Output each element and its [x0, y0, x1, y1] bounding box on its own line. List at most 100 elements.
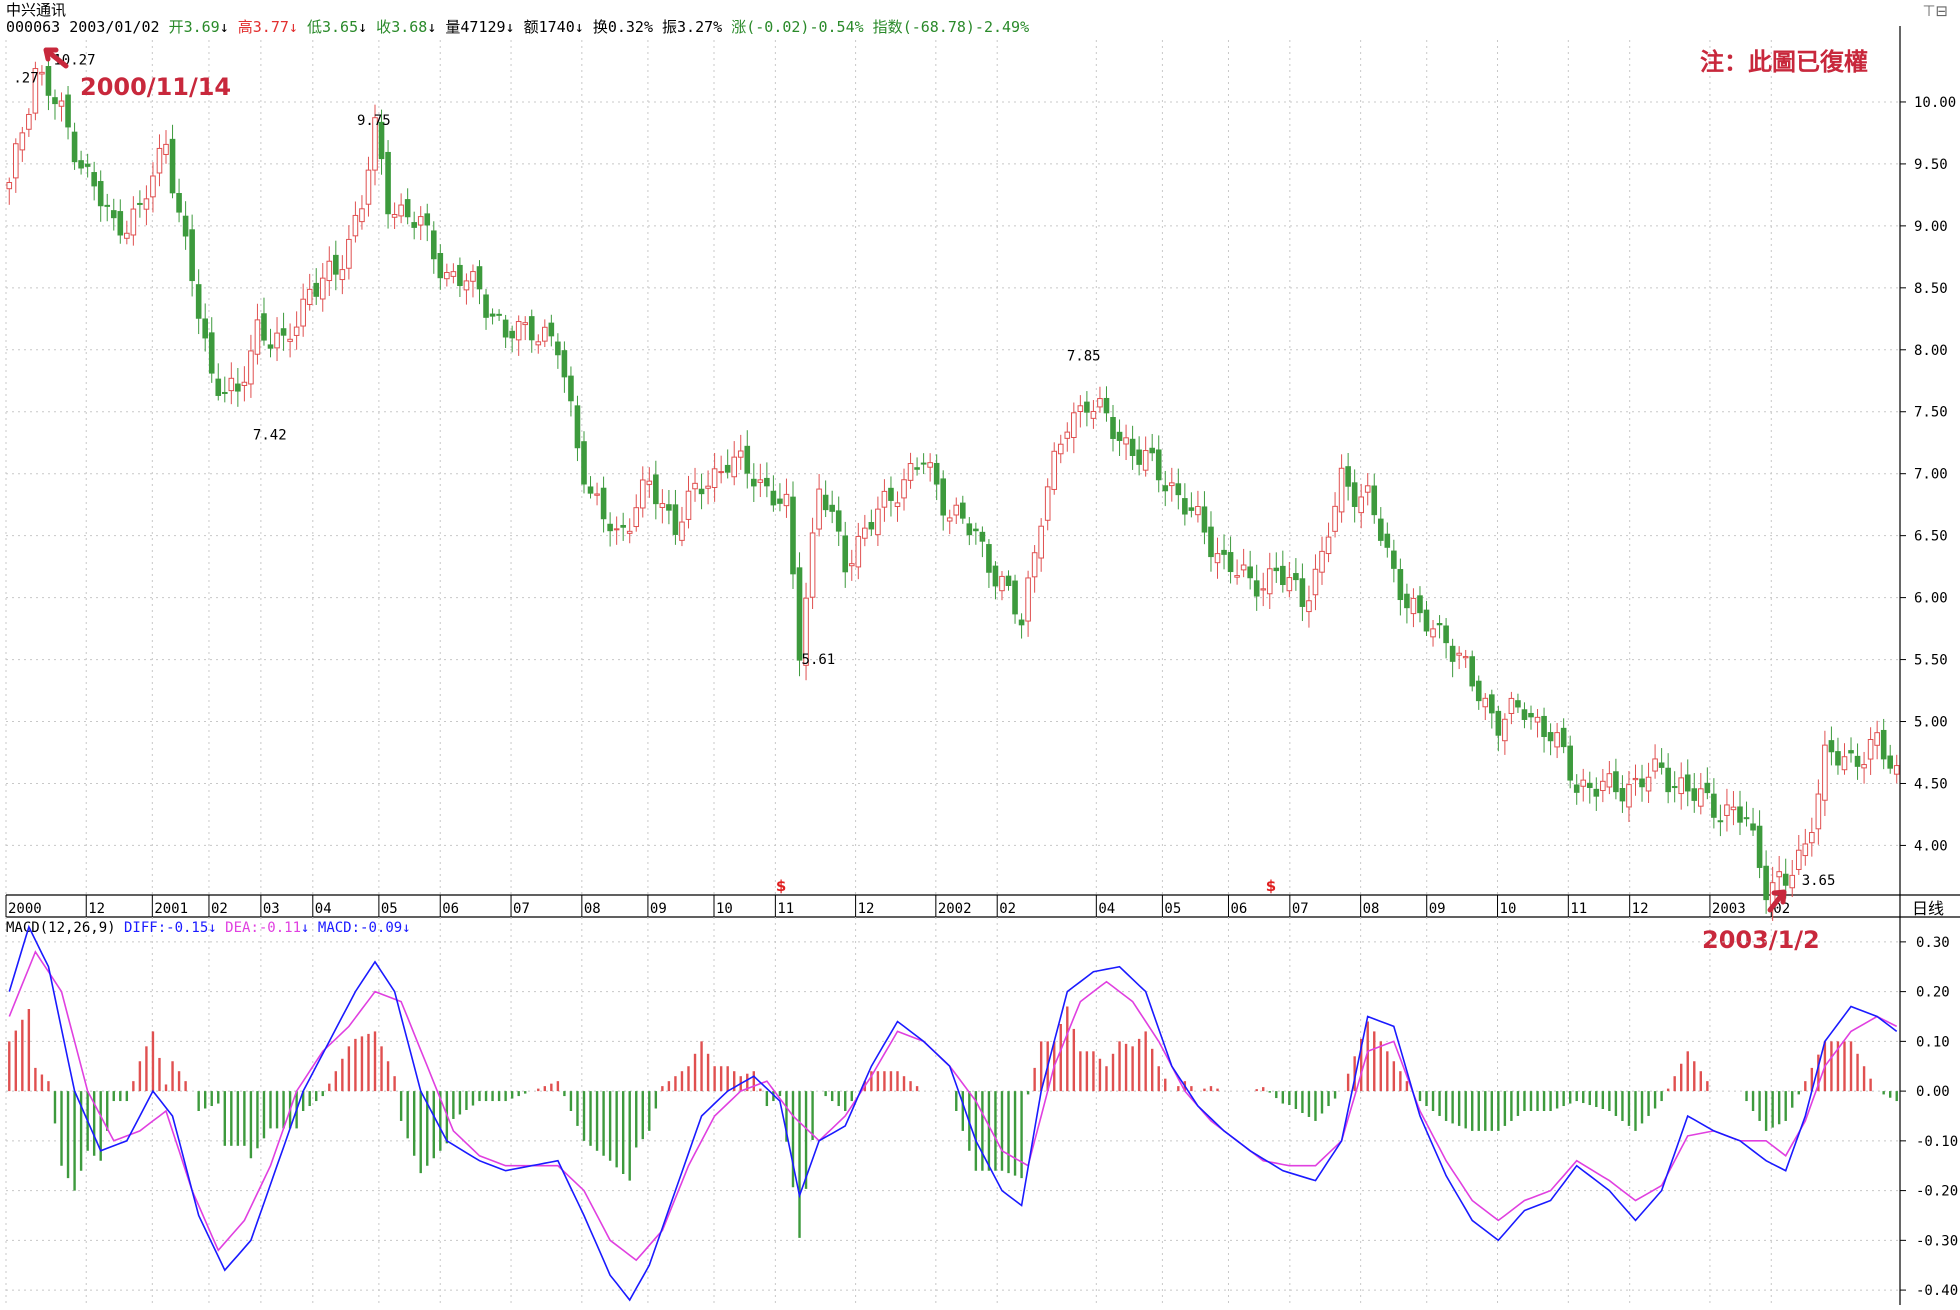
- candle-body: [1613, 771, 1619, 793]
- candle-body: [881, 490, 888, 508]
- x-tick-label: 11: [777, 901, 794, 917]
- candle-body: [1345, 466, 1351, 487]
- candle-body: [496, 313, 502, 316]
- candle-body: [52, 97, 58, 105]
- candle-body: [920, 462, 927, 465]
- candle-body: [842, 535, 849, 573]
- candle-body: [685, 490, 692, 520]
- candle-body: [796, 567, 803, 661]
- macd-header-part: ↓: [208, 920, 216, 936]
- down-arrow-icon: ↓: [288, 18, 298, 36]
- candle-body: [12, 143, 19, 179]
- candle-body: [1456, 652, 1462, 656]
- candle-body: [1528, 712, 1534, 718]
- x-tick-label: 12: [88, 901, 105, 917]
- x-tick-label: 09: [1429, 901, 1446, 917]
- amplitude-label: 振: [662, 18, 678, 36]
- candle-body: [1756, 825, 1763, 868]
- candle-body: [1351, 482, 1358, 507]
- candle-body: [346, 238, 352, 269]
- candle-body: [1371, 485, 1378, 516]
- candle-body: [1240, 564, 1247, 571]
- x-tick-label: 02: [211, 901, 228, 917]
- close-value: 3.68: [391, 18, 428, 36]
- candle-body: [1822, 744, 1828, 801]
- candle-body: [163, 143, 169, 155]
- candle-body: [901, 479, 907, 499]
- candle-body: [1423, 609, 1430, 632]
- window-controls-icon[interactable]: ⊤⊟: [1922, 2, 1948, 20]
- candle-body: [130, 208, 137, 236]
- change-label: 涨: [731, 18, 747, 36]
- down-arrow-icon: ↓: [574, 18, 584, 36]
- candle-body: [1071, 412, 1077, 438]
- candle-body: [1084, 401, 1090, 413]
- macd-tick-label: 0.00: [1916, 1084, 1950, 1100]
- candle-body: [1103, 397, 1110, 414]
- candle-body: [959, 502, 966, 519]
- candle-body: [1724, 804, 1730, 816]
- dea-line: [8, 950, 1898, 1262]
- candle-body: [489, 313, 496, 317]
- macd-header-part: MACD:-0.09: [309, 920, 402, 936]
- candle-body: [1391, 550, 1397, 569]
- candle-body: [751, 478, 757, 487]
- candle-body: [1025, 577, 1031, 622]
- candle-body: [744, 445, 751, 474]
- y-tick-label: 8.00: [1914, 343, 1948, 359]
- turnover-value: 0.32%: [607, 18, 653, 36]
- start-date-annotation: 2000/11/14: [80, 73, 231, 101]
- candle-body: [613, 528, 620, 531]
- x-tick-label: 2003: [1712, 901, 1746, 917]
- candle-body: [1064, 431, 1071, 439]
- candle-body: [1384, 533, 1391, 548]
- candle-body: [437, 253, 444, 279]
- candle-body: [19, 132, 26, 151]
- candle-body: [1658, 762, 1665, 768]
- macd-tick-label: 0.10: [1916, 1034, 1950, 1050]
- candle-body: [1123, 437, 1129, 445]
- candle-body: [1795, 849, 1802, 870]
- candle-body: [1750, 823, 1756, 831]
- candle-body: [829, 504, 835, 512]
- macd-header-part: ↓: [402, 920, 410, 936]
- candle-body: [417, 216, 424, 226]
- candle-body: [1234, 575, 1240, 578]
- candle-body: [639, 479, 646, 509]
- x-tick-label: 03: [263, 901, 280, 917]
- candle-body: [398, 204, 404, 217]
- end-arrow-icon: [1767, 889, 1787, 913]
- candle-body: [45, 66, 52, 96]
- candle-body: [1489, 694, 1495, 714]
- candle-body: [1266, 568, 1273, 595]
- candle-body: [1573, 784, 1580, 793]
- x-tick-label: 11: [1570, 901, 1587, 917]
- candle-body: [280, 328, 287, 336]
- price-extreme-label: 3.65: [1802, 873, 1836, 889]
- y-tick-label: 9.00: [1914, 219, 1948, 235]
- candle-body: [1547, 732, 1554, 742]
- candle-body: [1809, 832, 1815, 844]
- candle-body: [117, 211, 124, 236]
- candle-body: [241, 381, 248, 386]
- candle-body: [1482, 697, 1489, 708]
- candle-body: [26, 113, 32, 130]
- candle-body: [1201, 506, 1208, 533]
- candle-body: [1325, 536, 1332, 555]
- candle-body: [261, 313, 267, 341]
- candle-body: [1090, 410, 1097, 419]
- candle-body: [104, 204, 111, 207]
- price-extreme-label: .27: [13, 71, 38, 87]
- down-arrow-icon: ↓: [427, 18, 437, 36]
- candle-body: [620, 524, 626, 528]
- candle-body: [1678, 777, 1685, 795]
- candle-body: [189, 229, 195, 282]
- y-tick-label: 4.00: [1914, 838, 1948, 854]
- x-tick-label: 04: [1098, 901, 1115, 917]
- candle-body: [1462, 656, 1469, 659]
- stock-name: 中兴通讯: [6, 1, 67, 19]
- candle-body: [182, 215, 189, 237]
- candle-body: [509, 330, 515, 339]
- candle-body: [1338, 467, 1345, 513]
- candle-body: [156, 147, 163, 174]
